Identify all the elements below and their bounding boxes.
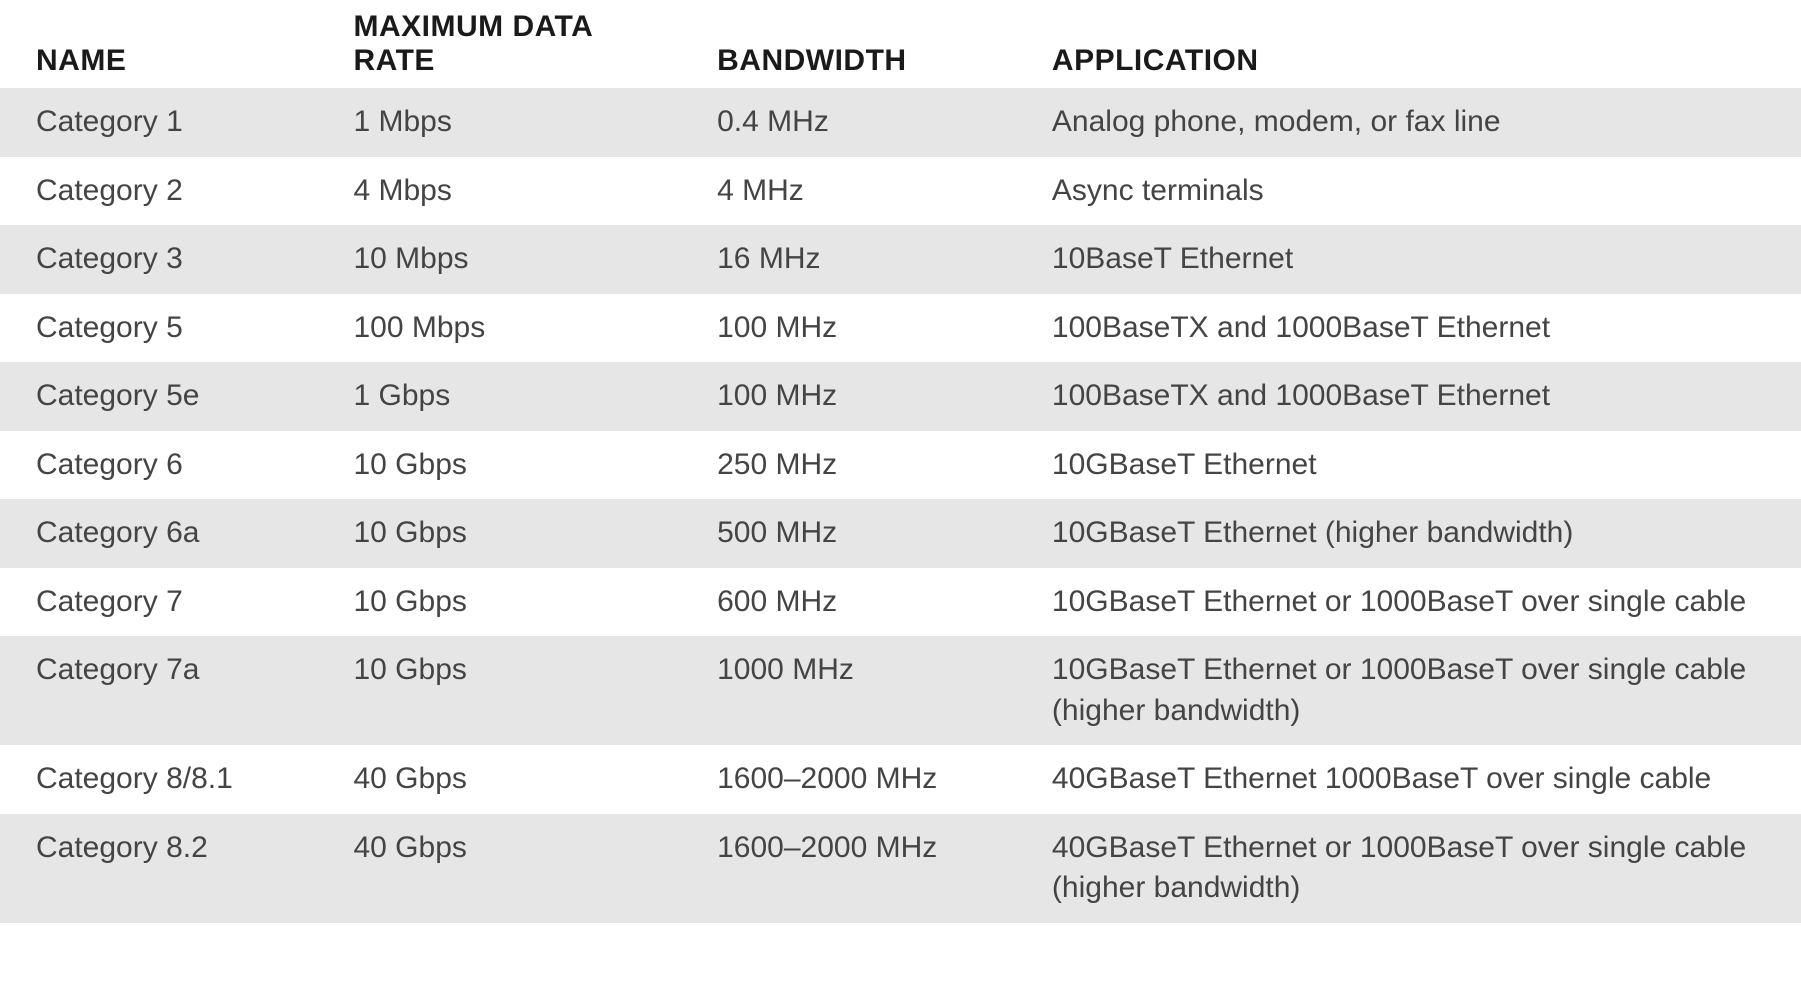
table-row: Category 7 10 Gbps 600 MHz 10GBaseT Ethe… <box>0 568 1801 637</box>
table-row: Category 6a 10 Gbps 500 MHz 10GBaseT Eth… <box>0 499 1801 568</box>
table-row: Category 5 100 Mbps 100 MHz 100BaseTX an… <box>0 294 1801 363</box>
cell-bandwidth: 1600–2000 MHz <box>681 814 1016 923</box>
cell-data-rate: 10 Gbps <box>317 499 681 568</box>
cell-data-rate: 1 Gbps <box>317 362 681 431</box>
col-header-data-rate: MAXIMUM DATA RATE <box>317 0 681 88</box>
cell-bandwidth: 1000 MHz <box>681 636 1016 745</box>
cell-application: 10GBaseT Ethernet or 1000BaseT over sing… <box>1016 636 1801 745</box>
col-header-application: APPLICATION <box>1016 0 1801 88</box>
cell-data-rate: 4 Mbps <box>317 157 681 226</box>
cell-application: 10GBaseT Ethernet or 1000BaseT over sing… <box>1016 568 1801 637</box>
table-header-row: NAME MAXIMUM DATA RATE BANDWIDTH APPLICA… <box>0 0 1801 88</box>
cell-bandwidth: 0.4 MHz <box>681 88 1016 157</box>
cell-application: 10GBaseT Ethernet <box>1016 431 1801 500</box>
cell-application: 10GBaseT Ethernet (higher bandwidth) <box>1016 499 1801 568</box>
table-row: Category 8/8.1 40 Gbps 1600–2000 MHz 40G… <box>0 745 1801 814</box>
cell-data-rate: 40 Gbps <box>317 814 681 923</box>
cell-name: Category 7 <box>0 568 317 637</box>
table-row: Category 6 10 Gbps 250 MHz 10GBaseT Ethe… <box>0 431 1801 500</box>
cell-name: Category 1 <box>0 88 317 157</box>
table-row: Category 2 4 Mbps 4 MHz Async terminals <box>0 157 1801 226</box>
cell-data-rate: 40 Gbps <box>317 745 681 814</box>
col-header-bandwidth: BANDWIDTH <box>681 0 1016 88</box>
cell-data-rate: 1 Mbps <box>317 88 681 157</box>
cell-name: Category 2 <box>0 157 317 226</box>
cell-bandwidth: 250 MHz <box>681 431 1016 500</box>
cell-name: Category 7a <box>0 636 317 745</box>
cable-categories-table: NAME MAXIMUM DATA RATE BANDWIDTH APPLICA… <box>0 0 1801 923</box>
cell-data-rate: 10 Gbps <box>317 431 681 500</box>
cell-name: Category 6 <box>0 431 317 500</box>
cell-bandwidth: 4 MHz <box>681 157 1016 226</box>
cell-bandwidth: 100 MHz <box>681 362 1016 431</box>
cell-application: Analog phone, modem, or fax line <box>1016 88 1801 157</box>
cell-name: Category 5e <box>0 362 317 431</box>
cell-bandwidth: 500 MHz <box>681 499 1016 568</box>
cell-data-rate: 10 Gbps <box>317 568 681 637</box>
table-row: Category 3 10 Mbps 16 MHz 10BaseT Ethern… <box>0 225 1801 294</box>
cell-bandwidth: 100 MHz <box>681 294 1016 363</box>
table-row: Category 1 1 Mbps 0.4 MHz Analog phone, … <box>0 88 1801 157</box>
cell-data-rate: 100 Mbps <box>317 294 681 363</box>
cell-application: 40GBaseT Ethernet 1000BaseT over single … <box>1016 745 1801 814</box>
cell-application: 10BaseT Ethernet <box>1016 225 1801 294</box>
cell-name: Category 8.2 <box>0 814 317 923</box>
cell-bandwidth: 16 MHz <box>681 225 1016 294</box>
table-row: Category 7a 10 Gbps 1000 MHz 10GBaseT Et… <box>0 636 1801 745</box>
cell-bandwidth: 1600–2000 MHz <box>681 745 1016 814</box>
cell-data-rate: 10 Mbps <box>317 225 681 294</box>
cell-name: Category 8/8.1 <box>0 745 317 814</box>
cell-name: Category 6a <box>0 499 317 568</box>
cell-application: 100BaseTX and 1000BaseT Ethernet <box>1016 294 1801 363</box>
cell-application: 40GBaseT Ethernet or 1000BaseT over sing… <box>1016 814 1801 923</box>
cable-categories-table-container: NAME MAXIMUM DATA RATE BANDWIDTH APPLICA… <box>0 0 1801 923</box>
table-row: Category 5e 1 Gbps 100 MHz 100BaseTX and… <box>0 362 1801 431</box>
table-row: Category 8.2 40 Gbps 1600–2000 MHz 40GBa… <box>0 814 1801 923</box>
cell-application: 100BaseTX and 1000BaseT Ethernet <box>1016 362 1801 431</box>
cell-data-rate: 10 Gbps <box>317 636 681 745</box>
cell-application: Async terminals <box>1016 157 1801 226</box>
cell-name: Category 3 <box>0 225 317 294</box>
cell-bandwidth: 600 MHz <box>681 568 1016 637</box>
cell-name: Category 5 <box>0 294 317 363</box>
col-header-name: NAME <box>0 0 317 88</box>
